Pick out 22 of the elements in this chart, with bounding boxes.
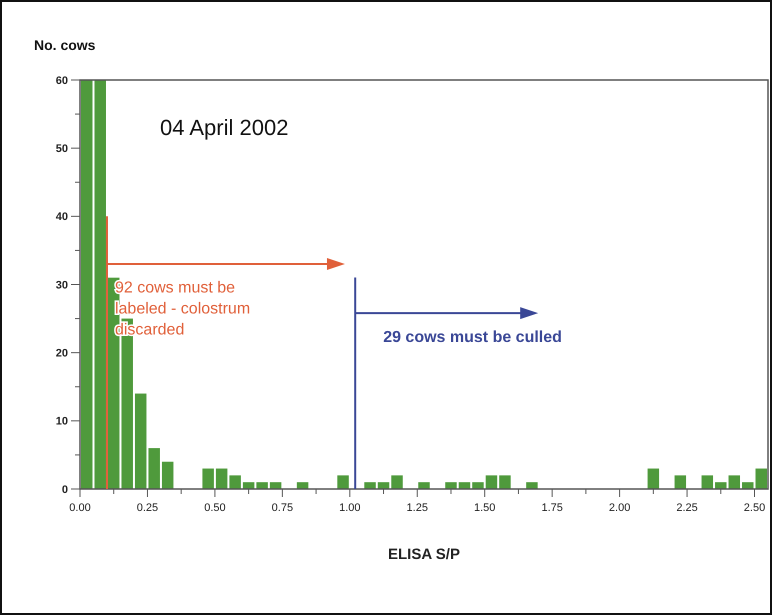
x-tick-label: 2.00	[608, 502, 630, 514]
x-tick-label: 0.00	[69, 502, 91, 514]
x-tick-label: 1.25	[406, 502, 428, 514]
x-tick-label: 0.25	[136, 502, 158, 514]
y-tick-label: 10	[56, 416, 68, 428]
x-tick-label: 2.25	[676, 502, 698, 514]
y-tick-label: 40	[56, 211, 68, 224]
x-tick-label: 0.75	[272, 502, 294, 514]
y-tick-label: 60	[56, 74, 68, 87]
x-axis-title: ELISA S/P	[388, 546, 460, 563]
x-tick-label: 1.75	[541, 502, 563, 514]
ref-line-label: 29 cows must be culled	[383, 328, 562, 346]
y-tick-label: 50	[56, 143, 68, 156]
y-tick-label: 0	[62, 484, 68, 496]
y-axis-title: No. cows	[34, 37, 96, 53]
text: 04 April 2002	[160, 115, 288, 140]
x-tick-label: 1.50	[474, 502, 496, 514]
x-tick-label: 2.50	[744, 502, 766, 514]
x-tick-label: 0.50	[204, 502, 226, 514]
y-tick-label: 20	[56, 348, 68, 360]
x-tick-label: 1.00	[339, 502, 361, 514]
y-tick-label: 30	[56, 279, 68, 292]
